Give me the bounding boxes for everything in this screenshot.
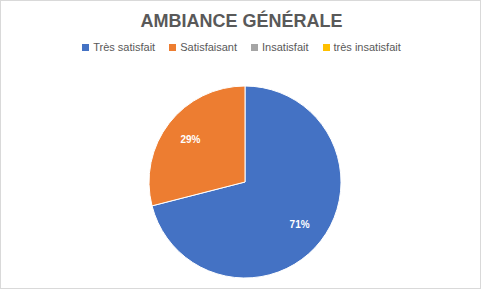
html-text:Insatisfait: Insatisfait bbox=[262, 41, 309, 53]
svg-text:71%: 71% bbox=[290, 219, 310, 230]
html-text:très insatisfait: très insatisfait bbox=[333, 41, 401, 53]
html-text:AMBIANCE GÉNÉRALE: AMBIANCE GÉNÉRALE bbox=[140, 11, 343, 31]
html-text:Très satisfait: Très satisfait bbox=[93, 41, 156, 53]
svg-text:29%: 29% bbox=[180, 134, 200, 145]
html-text:Satisfaisant: Satisfaisant bbox=[180, 41, 237, 53]
